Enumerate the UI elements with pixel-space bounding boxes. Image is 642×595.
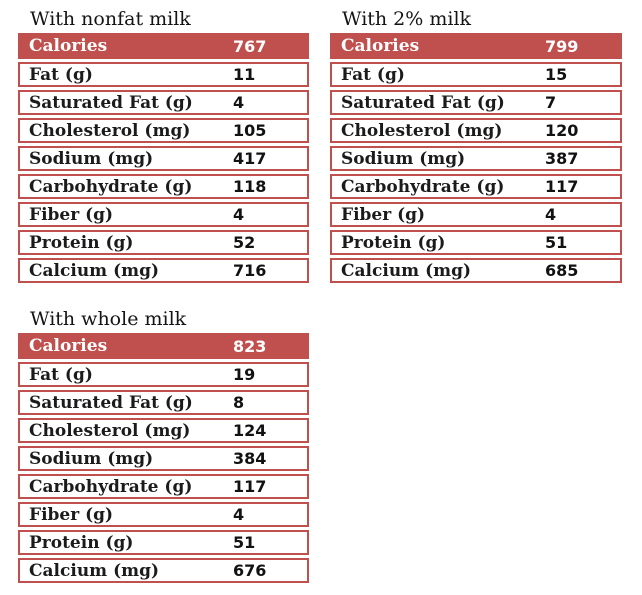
- table-header-row: Calories 823: [18, 333, 309, 359]
- row-value: 120: [545, 121, 579, 140]
- row-label: Calcium (mg): [29, 560, 160, 581]
- row-label: Fat (g): [29, 364, 93, 385]
- row-label: Fiber (g): [29, 504, 114, 525]
- table-row: Fat (g) 19: [18, 362, 309, 387]
- table-row: Calcium (mg) 685: [330, 258, 622, 283]
- table-row: Saturated Fat (g) 4: [18, 90, 309, 115]
- header-value: 767: [233, 36, 267, 56]
- row-value: 384: [233, 449, 267, 468]
- table-row: Carbohydrate (g) 118: [18, 174, 309, 199]
- header-label: Calories: [29, 336, 108, 356]
- table-title: With whole milk: [30, 308, 187, 330]
- table-row: Calcium (mg) 676: [18, 558, 309, 583]
- row-label: Fat (g): [341, 64, 405, 85]
- table-row: Saturated Fat (g) 7: [330, 90, 622, 115]
- row-value: 117: [233, 477, 267, 496]
- row-value: 4: [233, 93, 245, 112]
- row-value: 117: [545, 177, 579, 196]
- row-value: 7: [545, 93, 557, 112]
- table-row: Sodium (mg) 417: [18, 146, 309, 171]
- row-value: 52: [233, 233, 256, 252]
- row-label: Saturated Fat (g): [29, 92, 193, 113]
- table-header-row: Calories 799: [330, 33, 622, 59]
- row-value: 716: [233, 261, 267, 280]
- row-value: 387: [545, 149, 579, 168]
- nutrition-table-whole-milk: With whole milk Calories 823 Fat (g) 19 …: [18, 306, 309, 583]
- row-value: 118: [233, 177, 267, 196]
- table-row: Fiber (g) 4: [18, 202, 309, 227]
- row-label: Cholesterol (mg): [29, 420, 191, 441]
- row-label: Protein (g): [29, 232, 134, 253]
- row-value: 417: [233, 149, 267, 168]
- row-label: Saturated Fat (g): [341, 92, 505, 113]
- nutrition-table-2pct-milk: With 2% milk Calories 799 Fat (g) 15 Sat…: [330, 6, 622, 283]
- table-row: Saturated Fat (g) 8: [18, 390, 309, 415]
- row-value: 51: [545, 233, 568, 252]
- row-label: Fiber (g): [341, 204, 426, 225]
- row-value: 4: [545, 205, 557, 224]
- table-row: Calcium (mg) 716: [18, 258, 309, 283]
- row-label: Sodium (mg): [29, 448, 154, 469]
- row-label: Fat (g): [29, 64, 93, 85]
- row-label: Carbohydrate (g): [29, 176, 193, 197]
- row-label: Sodium (mg): [29, 148, 154, 169]
- row-label: Cholesterol (mg): [341, 120, 503, 141]
- row-value: 4: [233, 505, 245, 524]
- table-row: Cholesterol (mg) 124: [18, 418, 309, 443]
- row-label: Sodium (mg): [341, 148, 466, 169]
- row-label: Calcium (mg): [29, 260, 160, 281]
- nutrition-table-nonfat-milk: With nonfat milk Calories 767 Fat (g) 11…: [18, 6, 309, 283]
- row-label: Fiber (g): [29, 204, 114, 225]
- table-row: Fiber (g) 4: [18, 502, 309, 527]
- row-label: Carbohydrate (g): [341, 176, 505, 197]
- header-label: Calories: [341, 36, 420, 56]
- header-value: 799: [545, 36, 579, 56]
- table-row: Carbohydrate (g) 117: [330, 174, 622, 199]
- row-label: Protein (g): [29, 532, 134, 553]
- table-row: Protein (g) 51: [18, 530, 309, 555]
- table-row: Fat (g) 11: [18, 62, 309, 87]
- row-label: Saturated Fat (g): [29, 392, 193, 413]
- row-value: 19: [233, 365, 256, 384]
- row-value: 124: [233, 421, 267, 440]
- table-row: Cholesterol (mg) 120: [330, 118, 622, 143]
- row-value: 15: [545, 65, 568, 84]
- table-row: Carbohydrate (g) 117: [18, 474, 309, 499]
- table-row: Cholesterol (mg) 105: [18, 118, 309, 143]
- header-label: Calories: [29, 36, 108, 56]
- header-value: 823: [233, 336, 267, 356]
- table-row: Sodium (mg) 384: [18, 446, 309, 471]
- table-row: Protein (g) 51: [330, 230, 622, 255]
- row-value: 685: [545, 261, 579, 280]
- row-value: 51: [233, 533, 256, 552]
- row-value: 676: [233, 561, 267, 580]
- row-label: Carbohydrate (g): [29, 476, 193, 497]
- table-row: Fiber (g) 4: [330, 202, 622, 227]
- row-value: 105: [233, 121, 267, 140]
- table-row: Sodium (mg) 387: [330, 146, 622, 171]
- row-value: 11: [233, 65, 256, 84]
- table-row: Protein (g) 52: [18, 230, 309, 255]
- row-label: Cholesterol (mg): [29, 120, 191, 141]
- table-title: With nonfat milk: [30, 8, 191, 30]
- row-value: 8: [233, 393, 245, 412]
- table-header-row: Calories 767: [18, 33, 309, 59]
- table-row: Fat (g) 15: [330, 62, 622, 87]
- row-label: Protein (g): [341, 232, 446, 253]
- row-label: Calcium (mg): [341, 260, 472, 281]
- row-value: 4: [233, 205, 245, 224]
- table-title: With 2% milk: [342, 8, 472, 30]
